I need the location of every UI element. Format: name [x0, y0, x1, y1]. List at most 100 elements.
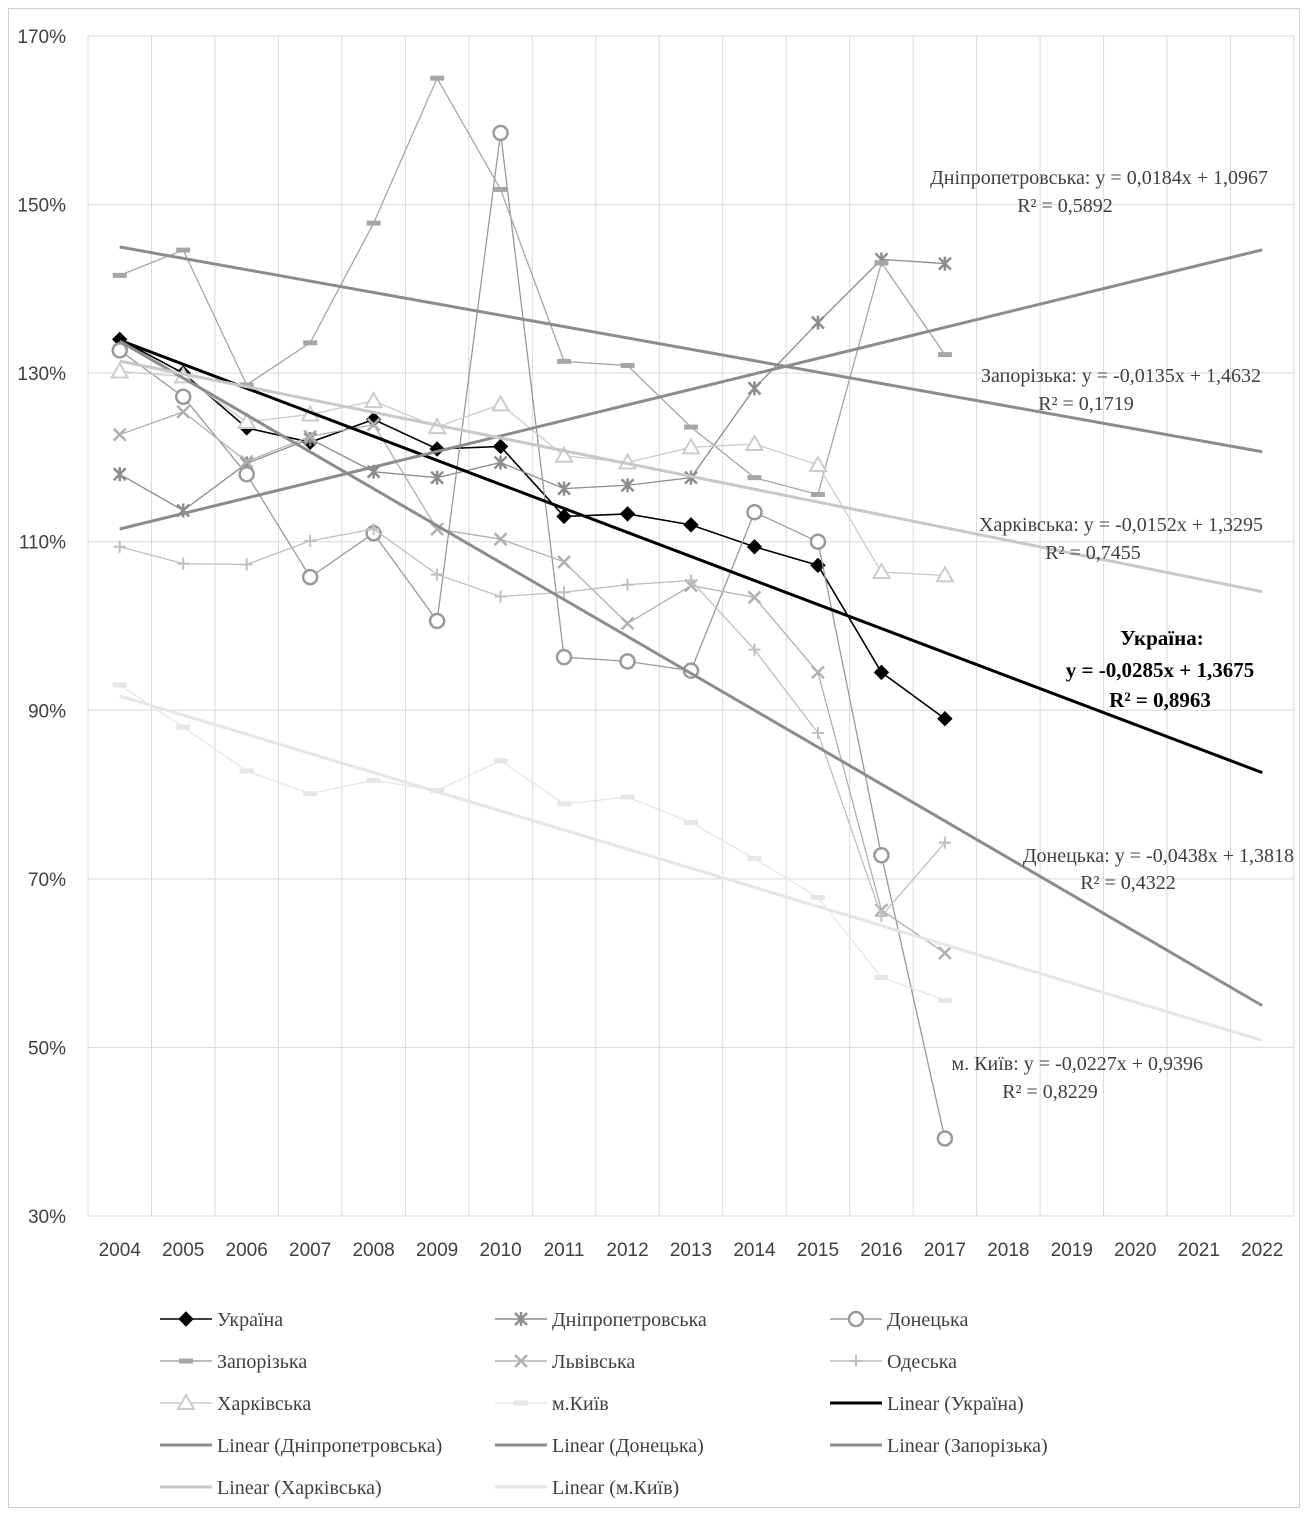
data-point	[303, 791, 318, 797]
legend-label: Linear (Україна)	[887, 1393, 1024, 1415]
data-point	[935, 565, 955, 583]
data-point	[363, 390, 384, 408]
trendline	[118, 339, 1264, 1007]
x-tick-label: 2014	[733, 1240, 776, 1261]
data-point	[683, 517, 699, 533]
data-point	[748, 643, 761, 656]
trendline	[119, 694, 1263, 1042]
data-point	[176, 724, 191, 730]
legend-item: Linear (Донецька)	[495, 1435, 704, 1457]
x-tick-label: 2010	[479, 1240, 521, 1261]
data-point	[875, 909, 888, 922]
legend-label: Харківська	[217, 1393, 311, 1415]
data-point	[557, 555, 571, 569]
data-point	[112, 272, 127, 278]
annotation-dnipro-r2: R² = 0,5892	[1017, 195, 1113, 217]
trendline	[119, 245, 1263, 454]
data-point	[873, 664, 890, 681]
annotation-donetsk-eq: Донецька: y = -0,0438x + 1,3818	[1023, 845, 1294, 867]
data-point	[110, 361, 130, 379]
annotation-zaporizhzhia-r2: R² = 0,1719	[1038, 393, 1134, 415]
x-axis-ticks: 2004 2005 2006 2007 2008 2009 2010 2011 2012 2013…	[99, 1240, 1284, 1261]
legend-label: Україна	[217, 1309, 283, 1331]
data-point	[493, 758, 508, 764]
legend-label: Linear (Донецька)	[552, 1435, 704, 1457]
data-point	[177, 557, 190, 570]
data-point	[492, 438, 509, 455]
data-point	[557, 358, 572, 364]
y-tick-label: 110%	[19, 533, 66, 554]
data-point	[938, 256, 952, 271]
data-point	[620, 616, 635, 631]
legend: Україна Дніпропетровська Донецька Запорізьк…	[160, 1309, 1048, 1499]
data-point	[430, 75, 445, 81]
x-tick-label: 2020	[1114, 1240, 1156, 1261]
data-point	[113, 540, 126, 553]
legend-label: Донецька	[887, 1309, 968, 1331]
trendline	[119, 359, 1263, 594]
data-point	[367, 523, 380, 536]
data-point	[746, 503, 763, 521]
legend-item: Linear (Україна)	[830, 1393, 1024, 1415]
trendline	[119, 338, 1263, 775]
data-point	[620, 363, 635, 369]
series-line	[119, 338, 946, 720]
data-point	[239, 382, 254, 388]
legend-item: Харківська	[160, 1392, 311, 1415]
data-point	[303, 429, 318, 444]
legend-marker	[514, 1400, 528, 1406]
legend-label: Linear (Запорізька)	[887, 1435, 1048, 1457]
annotation-ukraine-head: Україна:	[1120, 626, 1203, 650]
data-point	[684, 819, 698, 825]
legend-marker	[178, 1311, 194, 1327]
x-tick-label: 2011	[544, 1240, 585, 1261]
data-point	[555, 648, 573, 666]
x-tick-label: 2019	[1051, 1240, 1093, 1261]
legend-label: Львівська	[552, 1351, 635, 1373]
series-7	[112, 682, 952, 1003]
data-point	[176, 405, 191, 419]
data-point	[556, 508, 572, 525]
legend-label: Linear (м.Київ)	[552, 1477, 679, 1499]
series-3	[112, 75, 952, 498]
data-point	[236, 412, 257, 430]
y-tick-label: 90%	[28, 701, 66, 722]
annotation-kyiv-eq: м. Київ: y = -0,0227x + 0,9396	[952, 1053, 1203, 1075]
data-point	[366, 220, 381, 226]
data-point	[746, 539, 763, 555]
data-point	[303, 431, 318, 446]
data-point	[112, 682, 127, 688]
x-tick-label: 2013	[670, 1240, 712, 1261]
x-tick-label: 2012	[606, 1240, 648, 1261]
data-point	[492, 124, 509, 142]
data-point	[938, 836, 951, 849]
x-tick-label: 2005	[162, 1240, 204, 1261]
data-point	[811, 727, 824, 740]
data-point	[301, 568, 319, 586]
legend-item: Україна	[160, 1309, 283, 1331]
data-point	[431, 568, 444, 581]
trendline	[119, 248, 1263, 531]
legend-item: Linear (Запорізька)	[830, 1435, 1048, 1457]
legend-label: Linear (Харківська)	[217, 1477, 382, 1499]
data-point	[937, 711, 953, 727]
data-point	[493, 532, 508, 547]
data-point	[681, 437, 701, 455]
annotation-kharkiv-r2: R² = 0,7455	[1045, 542, 1141, 564]
data-point	[621, 578, 634, 591]
legend-item: Донецька	[830, 1309, 968, 1331]
data-point	[811, 665, 825, 680]
series-line	[119, 684, 946, 1001]
x-tick-label: 2006	[226, 1240, 268, 1261]
series-line	[119, 411, 946, 954]
data-point	[494, 590, 507, 603]
data-point	[554, 445, 574, 463]
data-point	[747, 856, 762, 862]
data-point	[874, 974, 889, 980]
annotation-kyiv-r2: R² = 0,8229	[1002, 1081, 1098, 1103]
trend-annotations: Дніпропетровська: y = 0,0184x + 1,0967 R…	[930, 167, 1294, 1103]
y-axis-ticks: 30% 50% 70% 90% 110% 130% 150% 170%	[17, 27, 66, 1228]
legend-marker	[850, 1355, 862, 1367]
legend-item: Львівська	[495, 1351, 635, 1373]
